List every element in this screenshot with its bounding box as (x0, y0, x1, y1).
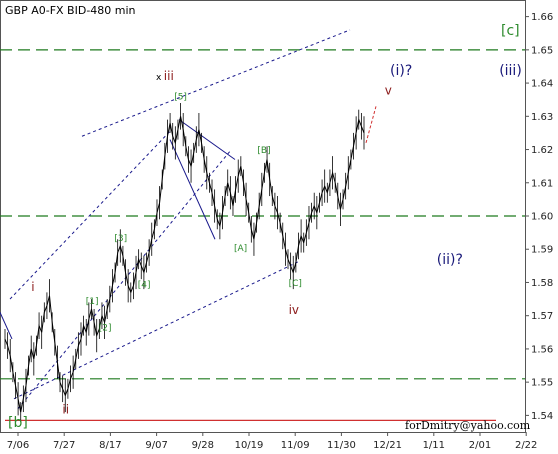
wave-label: [2] (99, 324, 112, 334)
wave-label: [A] (234, 244, 247, 254)
wedge-line (0, 312, 13, 340)
y-tick-label: 1.65 (531, 45, 553, 56)
chart-credit: forDmitry@yahoo.com (405, 419, 531, 432)
wave-label: [3] (114, 234, 127, 244)
wave-label: [1] (86, 297, 99, 307)
wave-label: x (156, 73, 162, 83)
projection-line (365, 106, 377, 144)
wave-label: ii (62, 403, 69, 417)
wave-label: iv (289, 303, 299, 317)
wave-label-b-bracket: [b] (8, 415, 28, 431)
wave-label: [5] (174, 93, 187, 103)
wedge-line (178, 119, 236, 160)
x-tick-label: 10/19 (235, 440, 264, 451)
x-tick-label: 9/07 (145, 440, 167, 451)
x-tick-label: 11/30 (327, 440, 356, 451)
wave-label: (ii)? (437, 252, 463, 268)
x-tick-label: 12/21 (373, 440, 402, 451)
wave-label: i (31, 280, 34, 294)
y-tick-label: 1.63 (531, 112, 553, 123)
x-tick-label: 9/28 (192, 440, 214, 451)
y-tick-label: 1.54 (531, 411, 553, 422)
wave-label: (iii) (499, 63, 522, 79)
x-tick-label: 8/17 (99, 440, 121, 451)
horizontal-levels (0, 49, 525, 422)
channel-line (13, 260, 301, 400)
x-tick-label: 2/22 (515, 440, 537, 451)
wave-label-c-bracket: [c] (501, 23, 520, 39)
price-line (4, 116, 365, 413)
chart-title: GBP A0-FX BID-480 min (5, 4, 136, 17)
x-axis: 7/06 7/27 8/17 9/07 9/28 10/19 11/09 11/30 12/21… (7, 432, 537, 451)
x-tick-label: 11/09 (281, 440, 310, 451)
x-tick-label: 7/27 (53, 440, 75, 451)
y-tick-label: 1.55 (531, 378, 553, 389)
channel-line (81, 29, 351, 137)
wave-label: (i)? (390, 63, 412, 79)
y-tick-label: 1.64 (531, 79, 553, 90)
y-tick-label: 1.62 (531, 145, 553, 156)
wedge-line (169, 139, 216, 240)
y-tick-label: 1.58 (531, 278, 553, 289)
wave-label: [C] (289, 279, 302, 289)
y-tick-label: 1.61 (531, 178, 553, 189)
wave-label: iii (164, 69, 174, 83)
x-tick-label: 1/11 (423, 440, 445, 451)
wave-label: [4] (138, 280, 151, 290)
trend-channels (0, 29, 377, 410)
wave-labels: x iii[5]iii[1][2][3][4][B][A][C]iv(i)?v(i… (31, 63, 522, 417)
x-tick-label: 2/01 (469, 440, 491, 451)
x-tick-label: 7/06 (7, 440, 29, 451)
y-tick-label: 1.66 (531, 12, 553, 23)
y-tick-label: 1.56 (531, 344, 553, 355)
y-axis: 1.54 1.55 1.56 1.57 1.58 1.59 1.60 1.61 1.62 1.63… (525, 12, 553, 422)
y-tick-label: 1.60 (531, 212, 553, 223)
wave-label: [B] (257, 146, 270, 156)
channel-line (9, 130, 171, 300)
y-tick-label: 1.57 (531, 311, 553, 322)
wave-label: v (385, 84, 392, 98)
price-series (4, 103, 365, 423)
y-tick-label: 1.59 (531, 245, 553, 256)
